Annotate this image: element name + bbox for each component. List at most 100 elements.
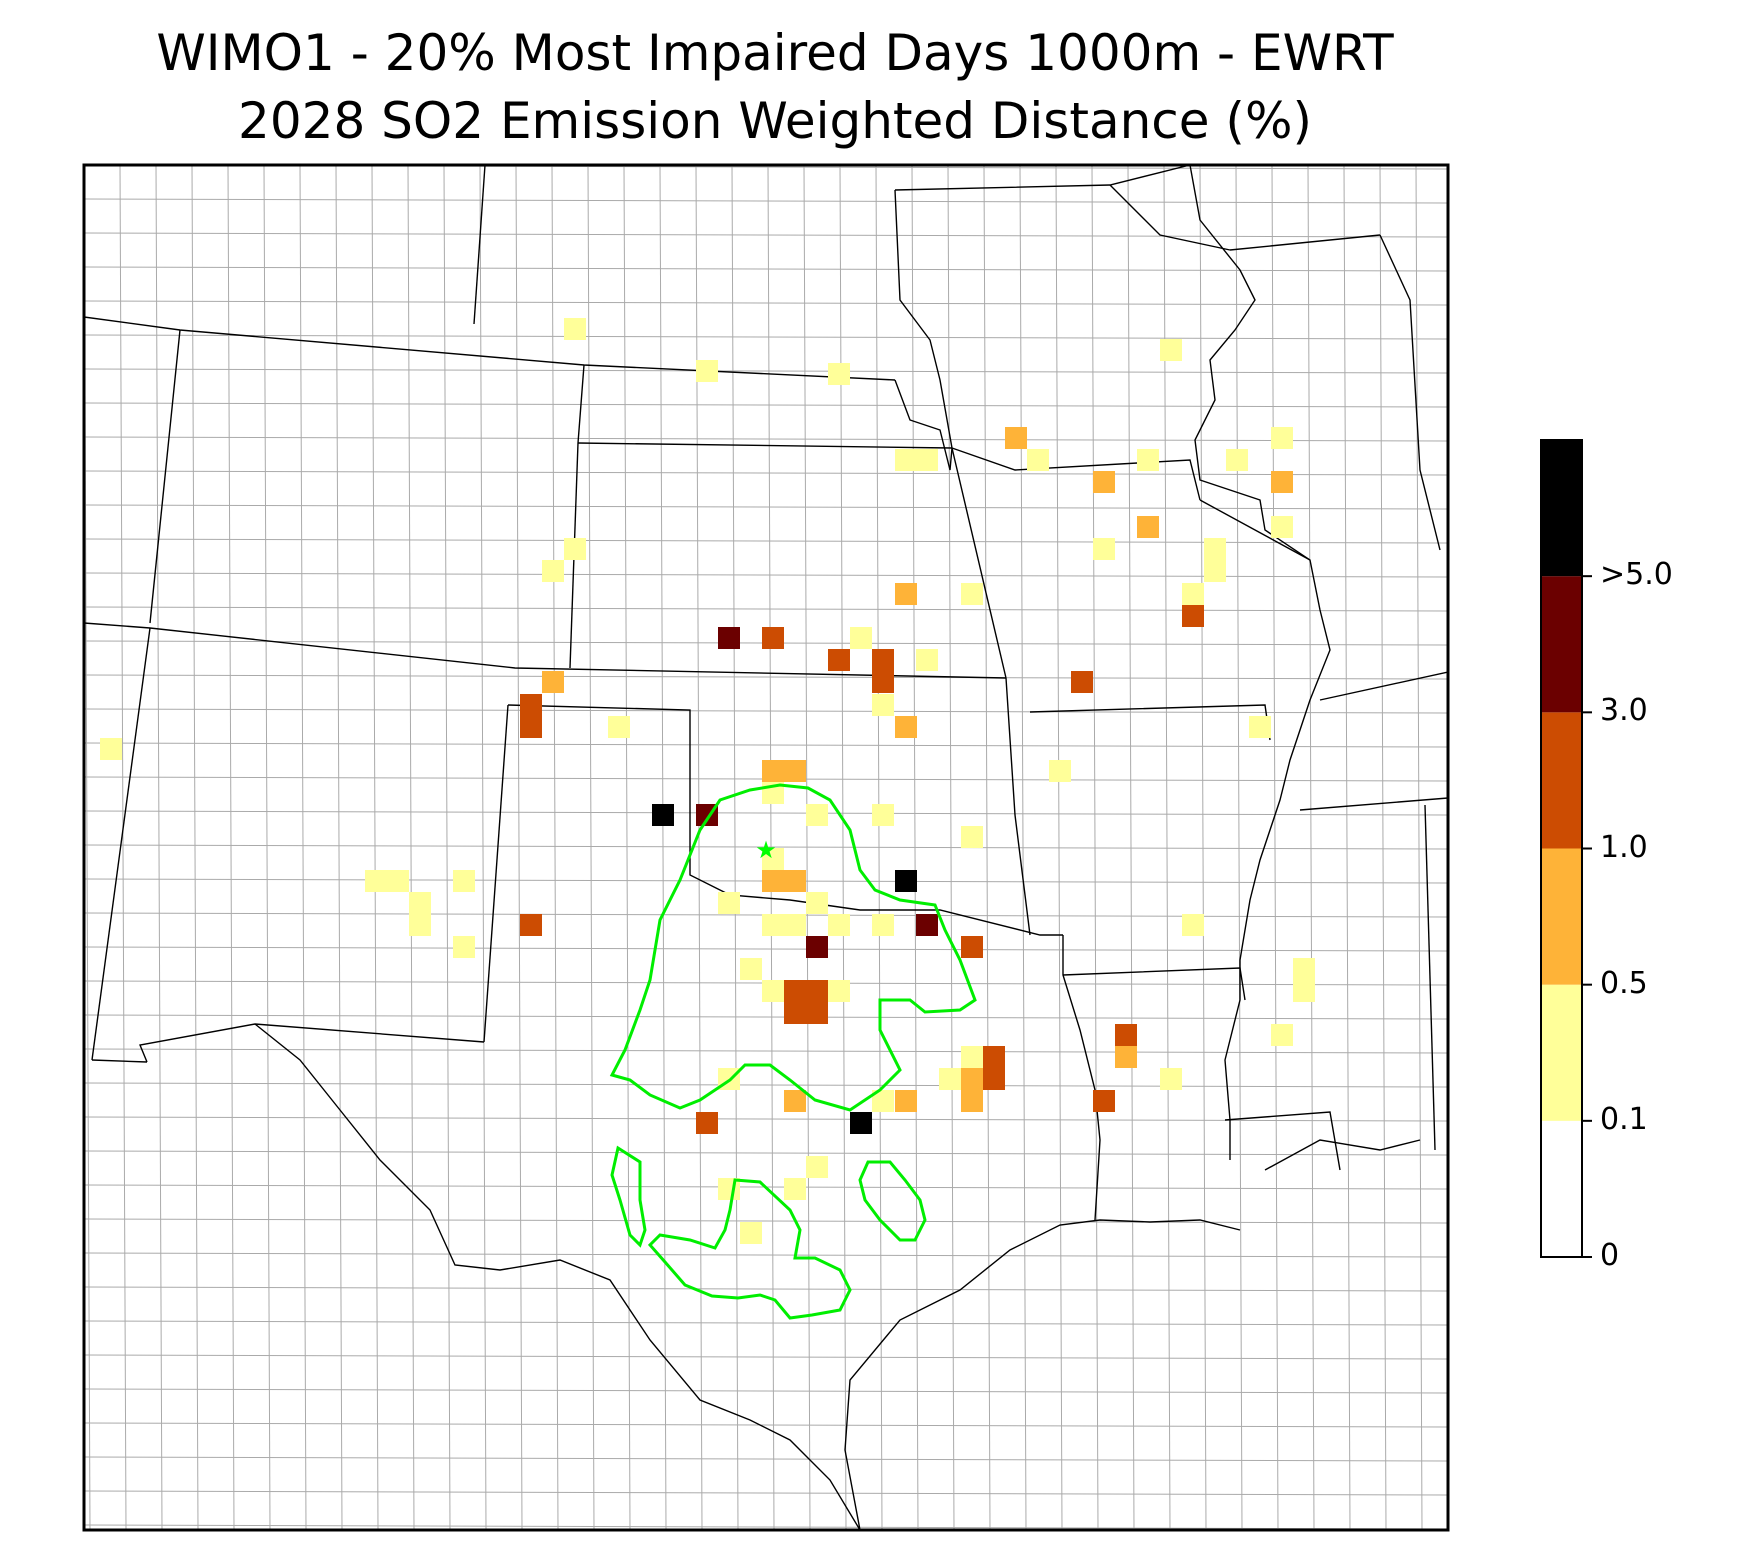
emission-cell [1137,516,1159,538]
emission-cell [520,914,542,936]
emission-cell [740,1222,762,1244]
colorbar-tick-label: 0 [1600,1238,1620,1273]
colorbar-tick-label: 0.5 [1600,965,1648,1001]
emission-cell [784,914,806,936]
emission-cell [939,1068,961,1090]
emission-cell [1027,449,1049,471]
county-line [84,470,1448,476]
county-line [84,708,1448,714]
emission-cell [961,1068,983,1090]
colorbar-segment [1541,1120,1582,1257]
emission-cell [1226,449,1248,471]
emission-cell [365,870,387,892]
emission-cell [895,1090,917,1112]
emission-cell [1115,1046,1137,1068]
county-line [84,606,1448,612]
county-line [84,1388,1448,1394]
emission-cell [806,1002,828,1024]
emission-cell [784,1090,806,1112]
emission-cell [718,892,740,914]
county-line [191,165,199,1530]
county-line [84,232,1448,238]
emission-cell [1093,471,1115,493]
county-line [371,165,379,1530]
colorbar-segment [1541,848,1582,985]
colorbar [1540,439,1592,1258]
map-frame [82,163,1450,1532]
emission-cell [520,694,542,716]
colorbar-tick-label: 3.0 [1600,693,1648,729]
county-line [84,1422,1448,1428]
emission-cell [453,870,475,892]
emission-cell [453,936,475,958]
county-line [84,1048,1448,1054]
emission-cell [828,980,850,1002]
county-line [299,165,307,1530]
map-title-line-2: 2028 SO2 Emission Weighted Distance (%) [238,92,1312,150]
emission-cell [564,318,586,340]
emission-cell [564,538,586,560]
county-line [659,165,667,1530]
emission-cell [409,892,431,914]
county-line [84,946,1448,952]
county-line [155,165,163,1530]
county-line [84,402,1448,408]
emission-cell [1115,1024,1137,1046]
county-line [587,165,595,1530]
county-line [84,1082,1448,1088]
emission-cell [520,716,542,738]
county-line [84,266,1448,272]
county-line [263,165,271,1530]
county-line [84,436,1448,442]
colorbar-segment [1541,576,1582,713]
county-line [623,165,631,1530]
county-line [84,1286,1448,1292]
emission-cell [762,760,784,782]
county-line [84,334,1448,340]
county-line [1127,165,1135,1530]
emission-cell [806,980,828,1002]
county-line [479,165,487,1530]
receptor-star-icon: ★ [755,836,777,864]
emission-cell [784,1002,806,1024]
emission-cell [806,1156,828,1178]
contour-lines [609,783,977,1320]
county-line [731,165,739,1530]
emission-cell [961,936,983,958]
county-line [119,165,127,1530]
emission-cell [961,1090,983,1112]
county-line [84,1456,1448,1462]
emission-cell [1160,339,1182,361]
emission-cell [828,363,850,385]
county-boundaries [84,165,1448,1530]
emission-cell [806,804,828,826]
colorbar-segment [1541,440,1582,577]
emission-cell [1182,583,1204,605]
county-line [1379,165,1387,1530]
map-title-line-1: WIMO1 - 20% Most Impaired Days 1000m - E… [156,24,1394,82]
emission-cell [961,826,983,848]
emission-cell [696,1112,718,1134]
emission-cell [762,848,784,870]
emission-cell [1160,1068,1182,1090]
emission-cell [1182,914,1204,936]
emission-cell [806,892,828,914]
county-line [84,1014,1448,1020]
county-line [84,504,1448,510]
emission-cells [100,318,1315,1244]
county-line [551,165,559,1530]
emission-cell [1293,980,1315,1002]
emission-cell [850,1112,872,1134]
emission-cell [895,449,917,471]
emission-cell [916,914,938,936]
county-line [515,165,523,1530]
county-line [1199,165,1207,1530]
emission-cell [961,1046,983,1068]
county-line [84,674,1448,680]
colorbar-segment [1541,712,1582,849]
county-line [84,742,1448,748]
emission-cell [740,958,762,980]
county-line [84,1150,1448,1156]
emission-cell [608,716,630,738]
emission-cell [387,870,409,892]
